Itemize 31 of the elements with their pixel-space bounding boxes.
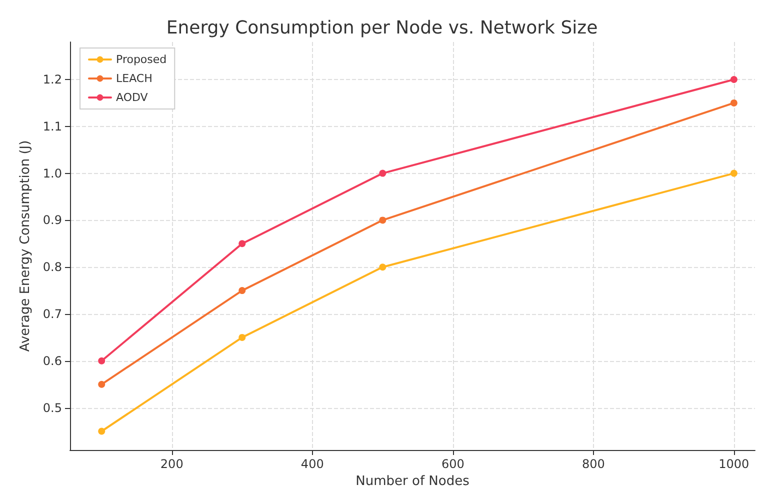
point (379, 216, 386, 224)
chart-title: Energy Consumption per Node vs. Network Size (166, 18, 598, 38)
point (379, 170, 386, 177)
y-tick-label: 0.7 (42, 307, 62, 321)
x-tick-label: 1000 (718, 457, 750, 471)
point (379, 264, 386, 271)
legend-label: Proposed (116, 53, 167, 66)
x-tick-label: 800 (582, 457, 605, 471)
x-tick-label: 400 (300, 457, 324, 471)
point (238, 240, 246, 248)
point (730, 99, 738, 106)
point (730, 76, 738, 84)
point (238, 334, 246, 341)
x-axis-title: Number of Nodes (356, 474, 470, 489)
x-tick-label: 600 (441, 457, 464, 471)
y-tick-label: 0.9 (42, 213, 62, 228)
y-tick-label: 1.1 (42, 119, 62, 134)
point (98, 357, 106, 364)
point (730, 170, 738, 177)
x-tick-label: 200 (160, 457, 184, 471)
y-tick-label: 1.0 (42, 166, 62, 180)
point (238, 287, 246, 294)
legend-label: LEACH (116, 72, 152, 85)
y-axis-title: Average Energy Consumption (J) (18, 140, 33, 352)
y-tick-label: 1.2 (42, 72, 62, 87)
y-tick-label: 0.8 (42, 260, 62, 274)
point (98, 428, 106, 435)
y-tick-label: 0.5 (42, 400, 62, 415)
point (98, 380, 106, 388)
legend-label: AODV (116, 91, 148, 104)
y-tick-label: 0.6 (42, 354, 62, 368)
